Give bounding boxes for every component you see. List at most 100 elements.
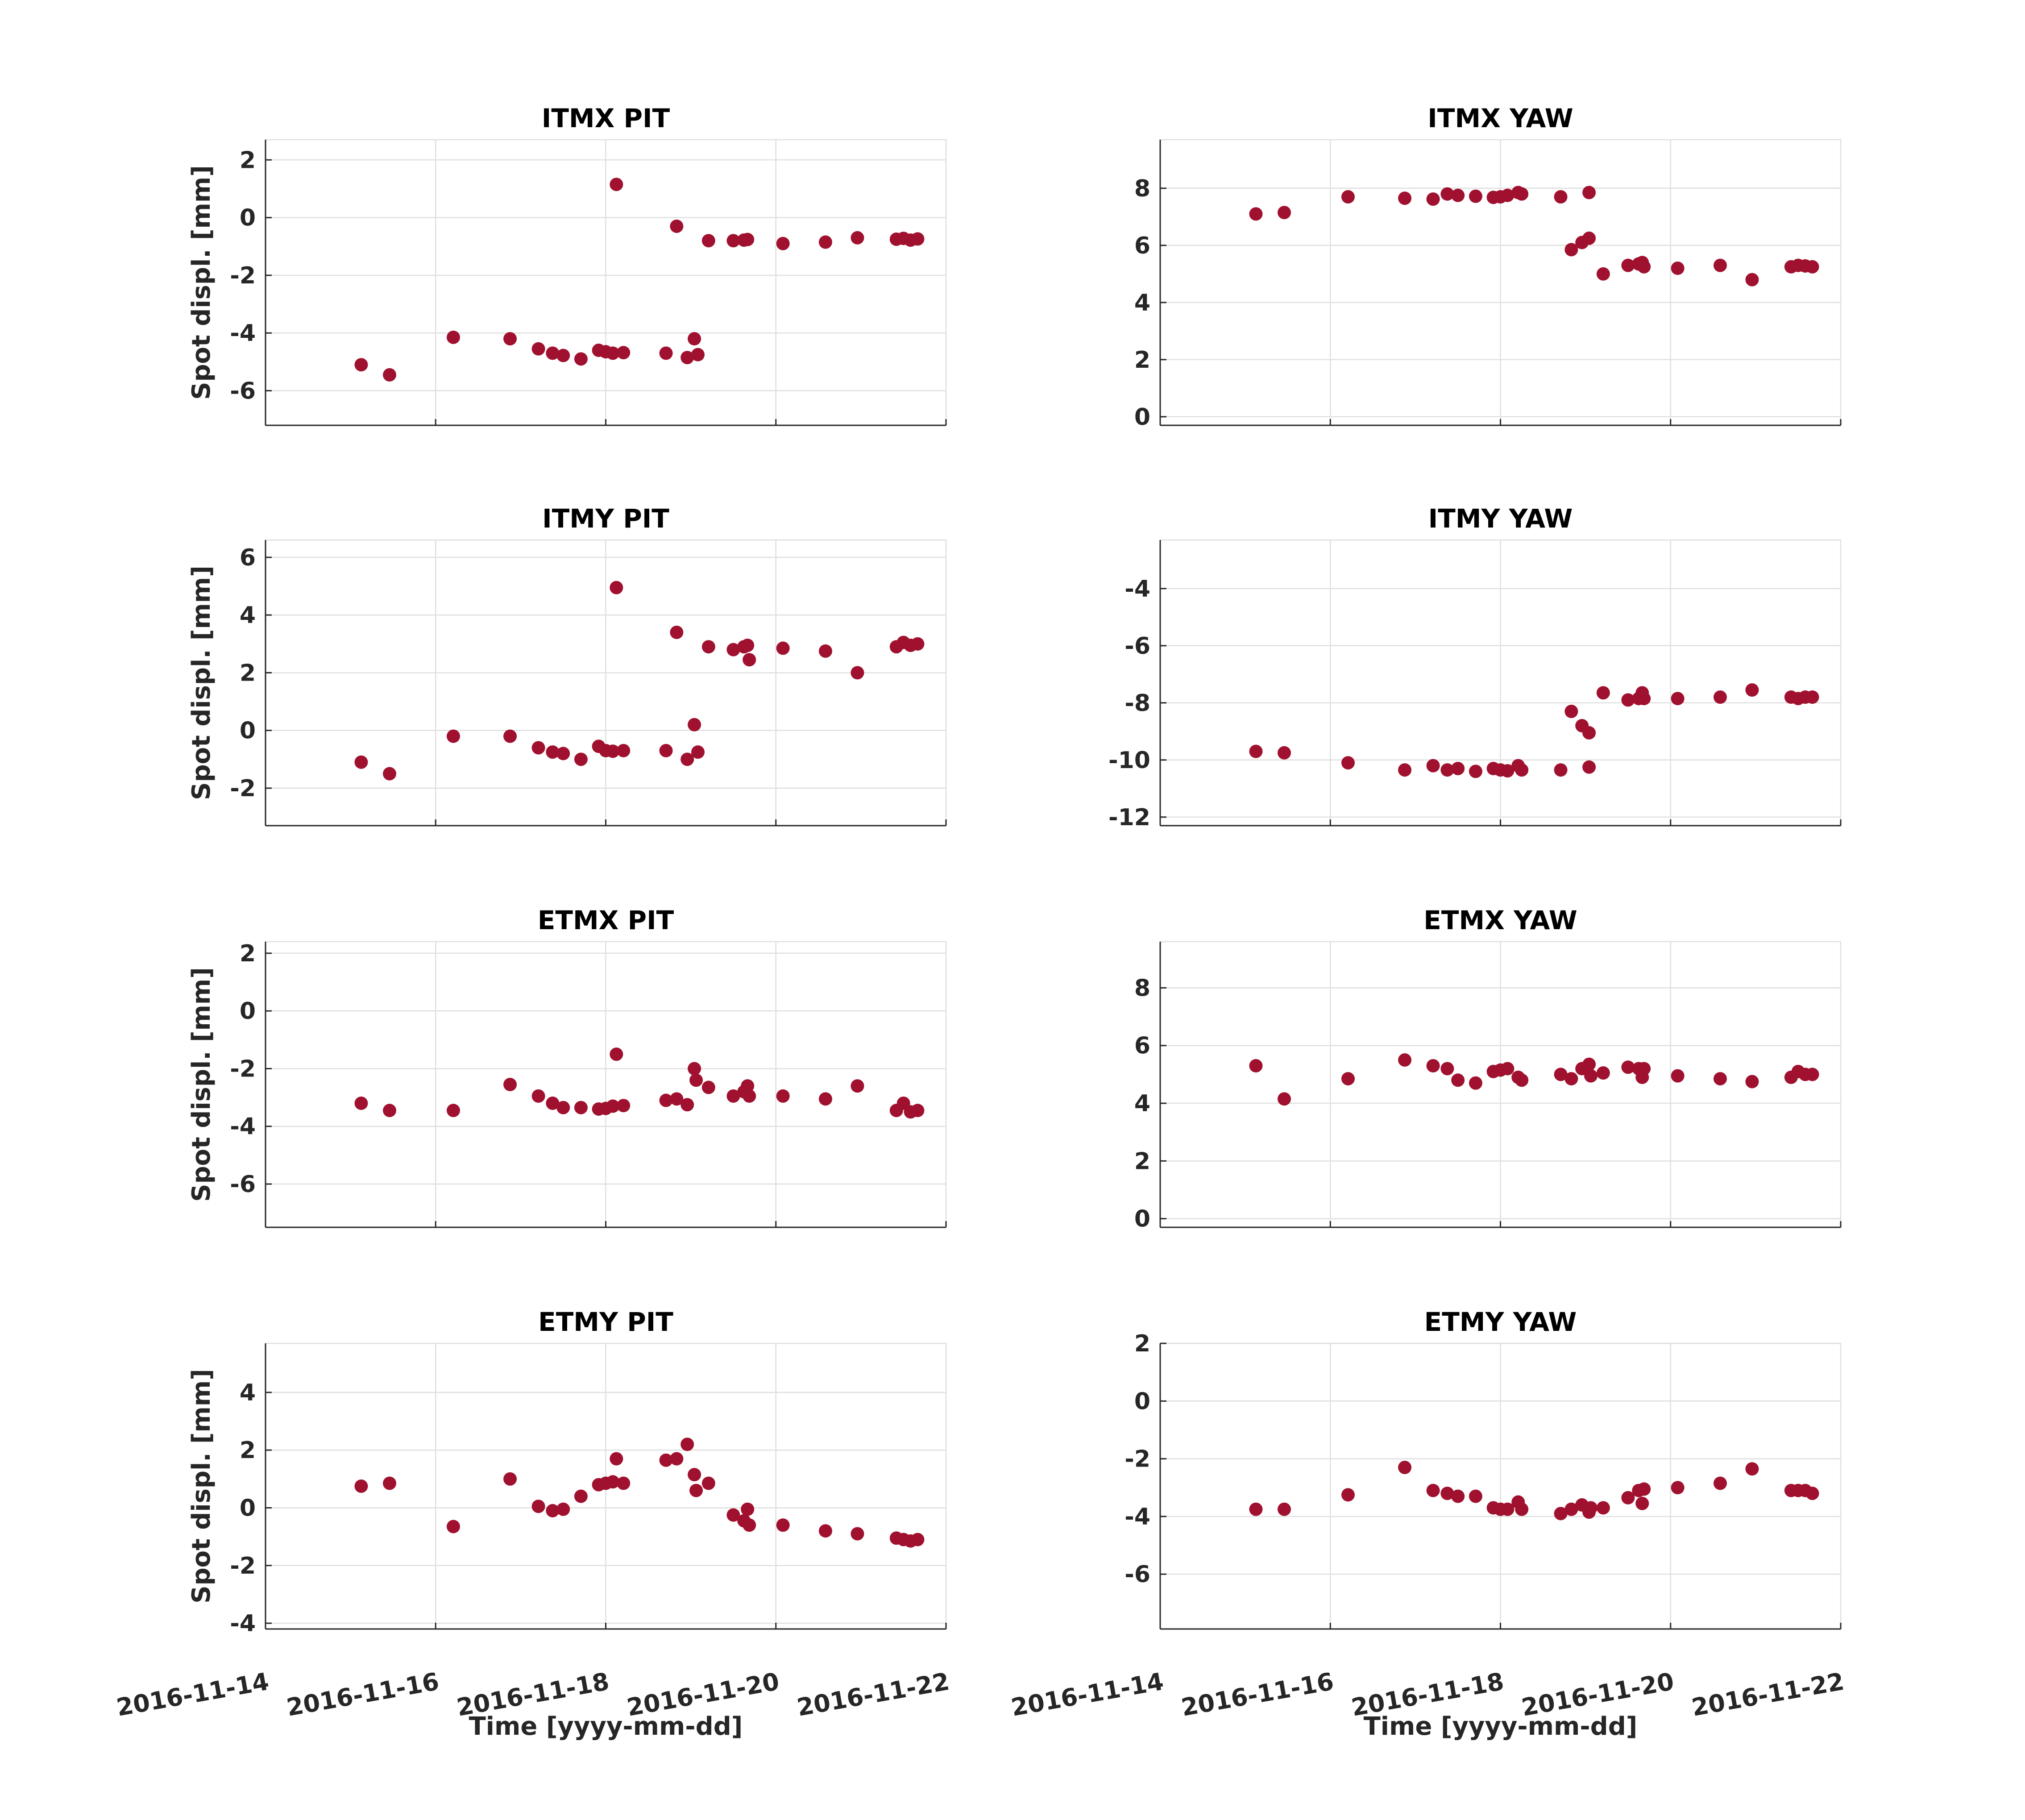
data-point bbox=[1713, 258, 1727, 272]
data-point bbox=[1249, 1059, 1263, 1072]
data-point bbox=[1671, 1069, 1685, 1083]
data-point bbox=[1341, 756, 1355, 770]
data-point bbox=[1426, 1483, 1440, 1497]
data-point bbox=[688, 332, 701, 346]
y-tick-label: 2 bbox=[240, 147, 256, 174]
data-point bbox=[681, 1438, 694, 1451]
data-point bbox=[776, 1518, 790, 1532]
data-point bbox=[354, 358, 368, 372]
data-point bbox=[818, 1524, 832, 1538]
data-point bbox=[701, 234, 715, 248]
data-point bbox=[617, 1476, 631, 1490]
y-tick-label: -2 bbox=[230, 1553, 256, 1579]
y-tick-label: -4 bbox=[1125, 1504, 1150, 1530]
x-tick-label: 2016-11-14 bbox=[114, 1667, 271, 1722]
data-point bbox=[1745, 1075, 1759, 1089]
data-point bbox=[688, 1062, 701, 1076]
data-point bbox=[556, 1101, 570, 1114]
data-point bbox=[574, 752, 588, 766]
data-point bbox=[1621, 1060, 1635, 1074]
data-point bbox=[670, 219, 684, 233]
data-point bbox=[741, 638, 755, 652]
data-point bbox=[1451, 1073, 1465, 1087]
data-point bbox=[556, 1502, 570, 1516]
data-point bbox=[1805, 690, 1819, 704]
data-point bbox=[670, 1092, 684, 1106]
data-point bbox=[1426, 759, 1440, 773]
data-point bbox=[382, 368, 396, 382]
data-point bbox=[1596, 1501, 1610, 1515]
x-tick-label: 2016-11-14 bbox=[1009, 1667, 1166, 1722]
data-point bbox=[726, 234, 740, 248]
panel-title: ITMX YAW bbox=[1427, 103, 1573, 133]
data-point bbox=[1440, 763, 1454, 777]
data-point bbox=[659, 1093, 673, 1107]
y-tick-label: 2 bbox=[1134, 347, 1150, 374]
data-point bbox=[617, 346, 631, 360]
data-point bbox=[531, 741, 545, 755]
y-tick-label: -2 bbox=[1125, 1446, 1150, 1473]
data-point bbox=[1515, 1073, 1529, 1087]
y-tick-label: 4 bbox=[1134, 1090, 1150, 1117]
data-point bbox=[610, 1047, 623, 1061]
data-point bbox=[701, 1476, 715, 1490]
data-point bbox=[1398, 191, 1412, 205]
data-point bbox=[1440, 187, 1454, 201]
data-point bbox=[606, 1475, 620, 1489]
data-point bbox=[1451, 188, 1465, 202]
data-point bbox=[1805, 1487, 1819, 1500]
data-point bbox=[546, 745, 560, 759]
x-tick-label: 2016-11-16 bbox=[284, 1667, 441, 1722]
data-point bbox=[1451, 1489, 1465, 1503]
data-point bbox=[743, 653, 756, 667]
data-point bbox=[1249, 744, 1263, 758]
y-tick-label: 4 bbox=[240, 602, 256, 629]
data-point bbox=[1440, 1062, 1454, 1076]
data-point bbox=[1621, 258, 1635, 272]
data-point bbox=[606, 744, 620, 758]
data-point bbox=[1277, 1502, 1291, 1516]
data-point bbox=[1501, 764, 1515, 778]
data-point bbox=[1671, 1481, 1685, 1495]
y-tick-label: 8 bbox=[1134, 975, 1150, 1001]
data-point bbox=[1398, 763, 1412, 777]
data-point bbox=[1554, 763, 1568, 777]
data-point bbox=[382, 767, 396, 781]
y-axis-label: Spot displ. [mm] bbox=[187, 565, 216, 800]
data-point bbox=[1584, 1069, 1598, 1083]
data-point bbox=[531, 1500, 545, 1513]
panel-etmx-yaw: 0 2 4 6 8 ETMX YAW bbox=[1134, 905, 1842, 1233]
y-tick-label: 4 bbox=[240, 1380, 256, 1406]
data-point bbox=[574, 352, 588, 366]
data-point bbox=[1745, 1462, 1759, 1476]
y-tick-label: -4 bbox=[230, 1610, 256, 1637]
data-point bbox=[1621, 1491, 1635, 1504]
y-tick-label: -12 bbox=[1108, 804, 1150, 831]
panel-etmx-pit: -6 -4 -2 0 2 ETMX PIT Spot displ. [mm] bbox=[187, 905, 947, 1228]
data-point bbox=[741, 1502, 755, 1516]
data-point bbox=[911, 1104, 925, 1118]
panel-itmy-pit: -2 0 2 4 6 ITMY PIT Spot displ. [mm] bbox=[187, 503, 947, 827]
data-point bbox=[1398, 1053, 1412, 1067]
data-point bbox=[911, 232, 925, 246]
data-point bbox=[726, 643, 740, 657]
y-tick-label: -6 bbox=[230, 1171, 256, 1198]
data-point bbox=[691, 745, 705, 759]
y-tick-label: 2 bbox=[240, 940, 256, 967]
data-point bbox=[1469, 765, 1482, 778]
data-point bbox=[911, 637, 925, 651]
data-point bbox=[1635, 1496, 1649, 1510]
y-tick-label: -10 bbox=[1108, 747, 1150, 774]
data-point bbox=[354, 1097, 368, 1110]
data-point bbox=[1249, 1502, 1263, 1516]
data-point bbox=[670, 625, 684, 639]
data-point bbox=[503, 332, 517, 346]
y-tick-label: 0 bbox=[1134, 404, 1150, 431]
y-tick-label: -4 bbox=[230, 320, 256, 347]
data-point bbox=[1515, 187, 1529, 201]
y-tick-label: 6 bbox=[1134, 1033, 1150, 1060]
data-point bbox=[1564, 1072, 1578, 1086]
y-tick-label: 4 bbox=[1134, 290, 1150, 316]
data-point bbox=[1713, 1476, 1727, 1490]
